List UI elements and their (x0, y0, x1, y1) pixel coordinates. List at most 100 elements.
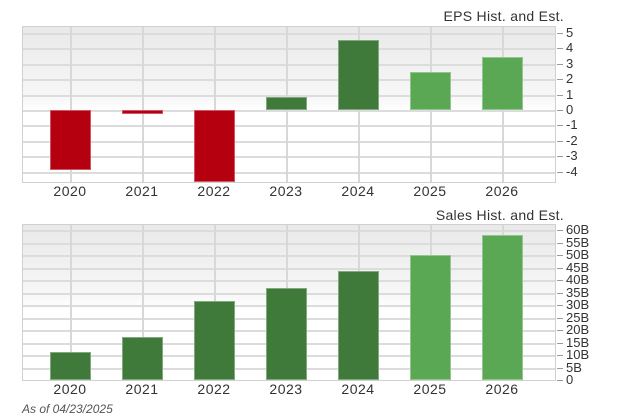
x-tick-label: 2026 (485, 381, 519, 397)
y-tick (557, 280, 563, 281)
y-tick (557, 255, 563, 256)
y-tick-label: 40B (566, 272, 590, 287)
y-tick (557, 292, 563, 294)
bar-2024 (338, 271, 379, 380)
y-tick-label: 45B (566, 259, 590, 275)
y-tick (557, 317, 563, 319)
y-tick-label: 25B (566, 309, 590, 325)
y-tick (557, 33, 563, 34)
x-tick-label: 2022 (197, 183, 231, 199)
gridline-h (23, 267, 555, 270)
y-tick (557, 140, 563, 142)
y-tick-label: 5 (566, 25, 574, 40)
y-tick (557, 367, 563, 369)
y-tick (557, 125, 563, 127)
as-of-date: As of 04/23/2025 (22, 402, 113, 416)
y-tick (557, 79, 563, 81)
gridline-h (23, 280, 555, 282)
y-tick-label: 4 (566, 40, 574, 56)
gridline-h (23, 48, 555, 51)
y-tick-label: 3 (566, 55, 574, 71)
x-tick-label: 2022 (197, 381, 231, 397)
bar-2020 (50, 110, 91, 171)
gridline-v (70, 27, 72, 182)
sales-plot-area (22, 224, 556, 381)
x-tick-label: 2026 (485, 183, 519, 199)
y-tick (557, 110, 563, 111)
y-tick (557, 305, 563, 306)
gridline-h (23, 230, 555, 232)
bar-2021 (122, 337, 163, 380)
y-tick-label: -1 (566, 117, 578, 133)
y-tick-label: 50B (566, 247, 590, 262)
gridline-v (142, 225, 144, 380)
x-tick-label: 2020 (53, 183, 87, 199)
gridline-h (23, 255, 555, 257)
y-tick (557, 355, 563, 356)
y-tick-label: -2 (566, 132, 578, 148)
gridline-h (23, 140, 555, 143)
eps-plot-area (22, 26, 556, 183)
bar-2020 (50, 352, 91, 380)
bar-2023 (266, 288, 307, 380)
bar-2025 (410, 255, 451, 380)
x-tick-label: 2021 (125, 381, 159, 397)
gridline-v (142, 27, 144, 182)
gridline-h (23, 242, 555, 245)
y-tick-label: 0 (566, 372, 574, 387)
bar-2026 (482, 56, 523, 110)
bar-2022 (194, 110, 235, 182)
y-tick (557, 342, 563, 344)
y-tick (557, 380, 563, 381)
x-tick-label: 2020 (53, 381, 87, 397)
sales-chart-title: Sales Hist. and Est. (435, 207, 564, 223)
gridline-v (214, 27, 216, 182)
y-tick (557, 156, 563, 158)
y-tick (557, 242, 563, 244)
x-tick-label: 2023 (269, 183, 303, 199)
gridline-h (23, 33, 555, 35)
y-tick-label: 20B (566, 322, 590, 337)
y-tick (557, 267, 563, 269)
gridline-h (23, 110, 555, 112)
bar-2024 (338, 39, 379, 110)
y-tick-label: 10B (566, 347, 590, 362)
y-tick-label: 60B (566, 222, 590, 237)
bar-2025 (410, 71, 451, 110)
y-tick-label: -4 (566, 163, 578, 179)
y-tick-label: 55B (566, 234, 590, 250)
bar-2023 (266, 96, 307, 110)
y-tick (557, 230, 563, 231)
y-tick (557, 48, 563, 50)
bar-2021 (122, 110, 163, 114)
gridline-h (23, 125, 555, 128)
x-tick-label: 2021 (125, 183, 159, 199)
eps-chart-title: EPS Hist. and Est. (443, 8, 564, 24)
gridline-h (23, 94, 555, 97)
y-tick (557, 94, 563, 96)
y-tick-label: 1 (566, 86, 574, 102)
gridline-h (23, 63, 555, 66)
y-tick (557, 330, 563, 331)
y-tick-label: 0 (566, 102, 574, 117)
y-tick-label: 5B (566, 359, 582, 375)
x-tick-label: 2023 (269, 381, 303, 397)
x-tick-label: 2025 (413, 183, 447, 199)
y-tick (557, 63, 563, 65)
gridline-h (23, 79, 555, 82)
y-tick-label: 2 (566, 71, 574, 87)
bar-2026 (482, 235, 523, 380)
y-tick-label: 15B (566, 334, 590, 350)
x-tick-label: 2024 (341, 381, 375, 397)
y-tick-label: 30B (566, 297, 590, 312)
eps-chart: EPS Hist. and Est. 5 4 3 2 1 0 -1 -2 -3 -4 2020 20… (0, 0, 620, 200)
gridline-h (23, 156, 555, 159)
y-tick (557, 171, 563, 173)
x-tick-label: 2025 (413, 381, 447, 397)
gridline-v (70, 225, 72, 380)
y-tick-label: 35B (566, 284, 590, 300)
x-tick-label: 2024 (341, 183, 375, 199)
bar-2022 (194, 301, 235, 380)
y-tick-label: -3 (566, 148, 578, 164)
